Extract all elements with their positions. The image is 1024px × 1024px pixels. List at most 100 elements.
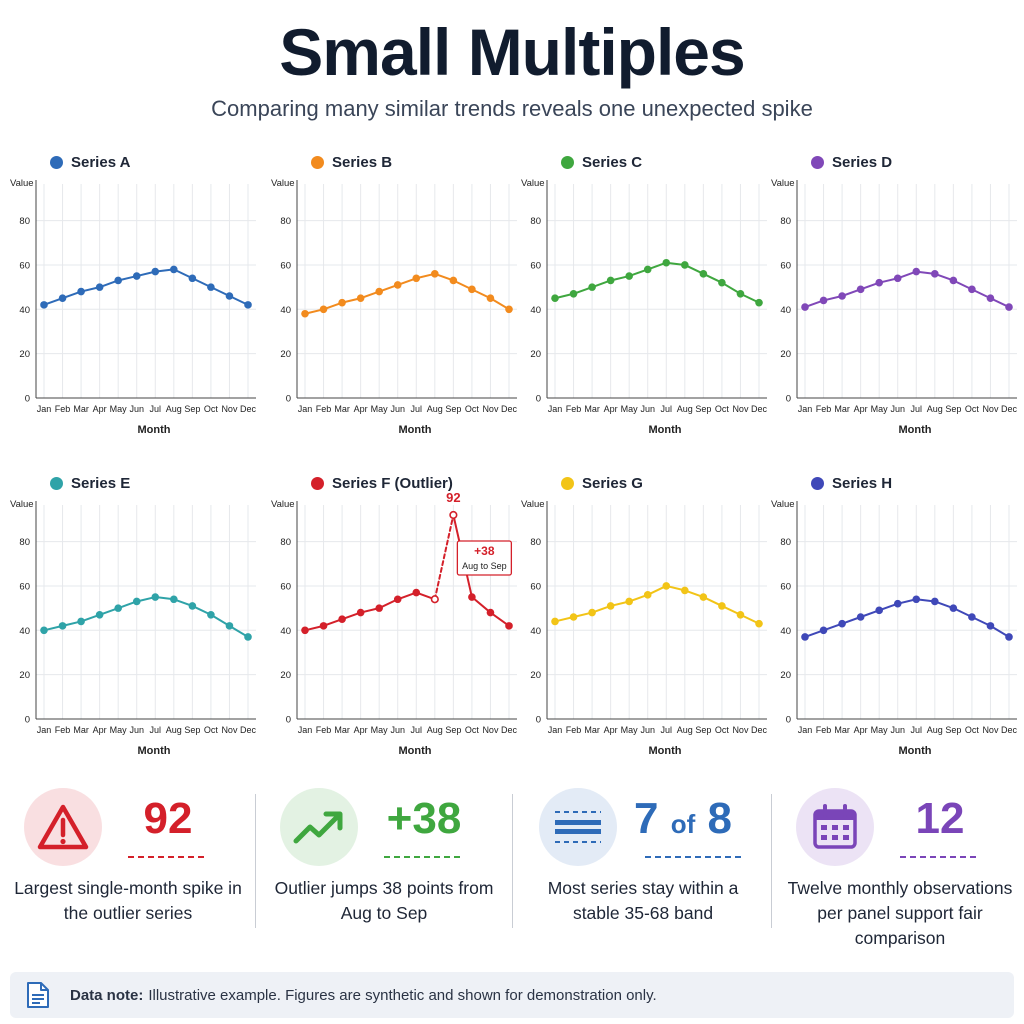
x-tick-label: Aug — [427, 404, 443, 414]
data-point — [375, 287, 383, 296]
data-point — [912, 595, 921, 604]
data-point — [643, 265, 652, 274]
x-axis-title: Month — [649, 745, 682, 757]
data-point — [77, 287, 85, 296]
x-tick-label: Apr — [604, 725, 618, 735]
data-point — [301, 309, 309, 318]
y-tick-label: 60 — [530, 581, 541, 592]
y-axis-title: Value — [271, 499, 295, 510]
data-point — [569, 289, 578, 298]
data-point — [755, 619, 763, 628]
band-icon — [555, 811, 601, 843]
data-point — [838, 619, 846, 628]
data-point — [468, 285, 476, 294]
data-point — [431, 270, 439, 278]
x-tick-label: Apr — [93, 404, 107, 414]
y-tick-label: 40 — [780, 626, 791, 637]
line-chart: 0 20 40 60 80 Value Jan Feb Mar Apr May Jun Jul Aug Se… — [771, 499, 1017, 757]
data-point — [375, 604, 383, 612]
data-point — [338, 615, 346, 624]
line-chart: 0 20 40 60 80 Value Jan Feb Mar Apr May Jun Jul Aug Se… — [521, 499, 767, 757]
x-tick-label: May — [871, 404, 889, 414]
legend: Series B — [311, 154, 392, 171]
data-point — [736, 289, 745, 298]
legend: Series F (Outlier) — [311, 475, 453, 492]
x-tick-label: Aug — [166, 725, 182, 735]
y-axis-title: Value — [521, 178, 545, 189]
x-tick-label: Oct — [465, 725, 480, 735]
kpi-value-of: of — [670, 809, 696, 839]
legend: Series D — [811, 154, 892, 171]
data-point — [393, 281, 402, 289]
x-tick-label: Mar — [334, 404, 350, 414]
x-tick-label: Jun — [390, 725, 405, 735]
legend: Series E — [50, 475, 130, 492]
data-point — [551, 294, 559, 303]
data-point — [319, 622, 328, 630]
x-tick-label: May — [371, 725, 389, 735]
document-icon — [26, 981, 50, 1009]
x-tick-label: Aug — [677, 404, 693, 414]
data-point — [356, 608, 365, 617]
legend-label: Series E — [71, 475, 131, 492]
y-tick-label: 60 — [530, 260, 541, 271]
y-tick-label: 20 — [530, 349, 541, 360]
x-axis-title: Month — [138, 424, 171, 436]
data-point — [132, 272, 141, 280]
legend-swatch — [811, 156, 824, 169]
kpi-description: Most series stay within a stable 35-68 b… — [547, 878, 739, 923]
y-tick-label: 40 — [530, 305, 541, 316]
data-point — [505, 305, 513, 314]
x-tick-label: Oct — [204, 725, 219, 735]
kpi-underline — [384, 856, 460, 858]
x-tick-label: Dec — [751, 404, 768, 414]
data-note: Data note: Illustrative example. Figures… — [10, 972, 1014, 1018]
x-tick-label: Mar — [584, 404, 600, 414]
y-tick-label: 80 — [780, 216, 791, 227]
x-tick-label: Sep — [184, 404, 200, 414]
x-tick-label: Feb — [566, 725, 582, 735]
legend-swatch — [561, 156, 574, 169]
trend-up-icon — [293, 811, 343, 844]
kpi-value: 92 — [143, 794, 193, 843]
data-point — [606, 276, 615, 285]
series-line-segment — [470, 596, 492, 614]
x-tick-label: Dec — [240, 725, 257, 735]
data-point — [838, 292, 846, 300]
kpi-value: +38 — [386, 794, 462, 843]
x-tick-label: Jan — [37, 725, 52, 735]
y-tick-label: 40 — [280, 626, 291, 637]
x-axis-title: Month — [399, 745, 432, 757]
data-point — [949, 276, 958, 285]
legend-label: Series C — [582, 154, 643, 171]
kpi-value-count: 7 — [634, 794, 659, 843]
chart-panel: Series G 0 20 40 60 80 Value Jan Feb Mar Apr May Jun… — [521, 473, 771, 783]
data-point — [755, 298, 763, 307]
legend-swatch — [50, 156, 63, 169]
data-point — [625, 597, 633, 606]
data-point — [681, 586, 689, 595]
data-point — [699, 270, 708, 278]
data-point — [225, 622, 234, 630]
data-point — [569, 613, 578, 621]
y-tick-label: 40 — [19, 626, 30, 637]
data-point — [486, 294, 495, 303]
y-tick-label: 60 — [19, 581, 30, 592]
x-tick-label: May — [110, 404, 128, 414]
data-point — [681, 261, 689, 269]
kpi-underline — [128, 856, 204, 858]
y-tick-label: 80 — [280, 216, 291, 227]
data-point — [893, 599, 902, 608]
data-point — [151, 267, 160, 276]
x-tick-label: Aug — [927, 725, 943, 735]
x-tick-label: Oct — [204, 404, 219, 414]
peak-label: 92 — [446, 490, 460, 505]
y-tick-label: 20 — [780, 349, 791, 360]
kpi-description: Outlier jumps 38 points from Aug to Sep — [274, 878, 494, 923]
data-point — [188, 274, 197, 283]
legend-label: Series A — [71, 154, 131, 171]
x-tick-label: Dec — [1001, 404, 1018, 414]
kpi-value: 7 of 8 — [623, 794, 743, 844]
y-tick-label: 0 — [25, 394, 30, 405]
y-axis-title: Value — [10, 178, 34, 189]
